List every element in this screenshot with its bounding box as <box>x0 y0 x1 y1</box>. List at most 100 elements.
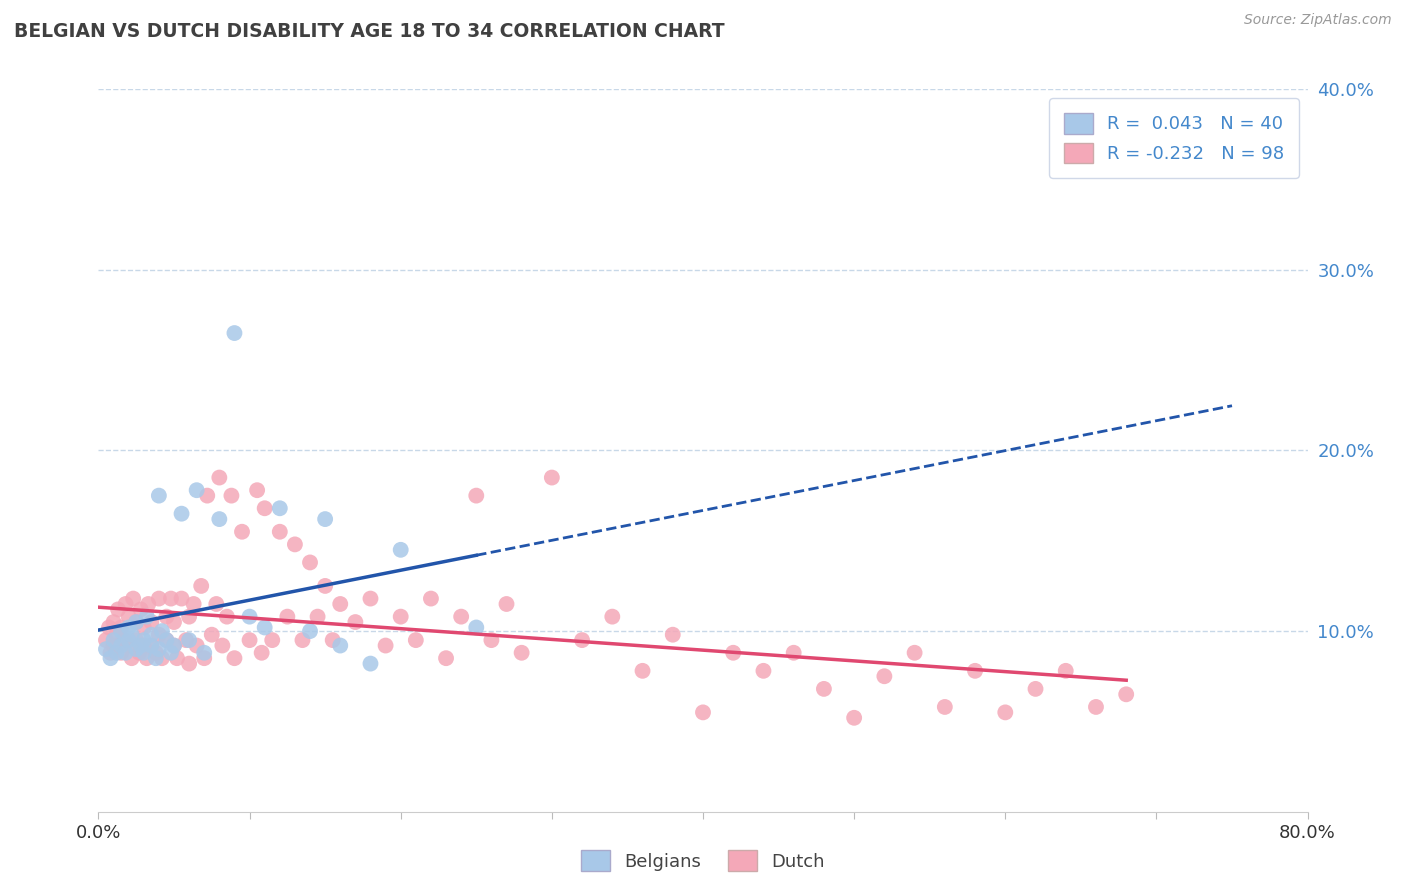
Point <box>246 483 269 498</box>
Point <box>873 669 896 683</box>
Point <box>250 646 273 660</box>
Point <box>934 700 956 714</box>
Point <box>329 639 352 653</box>
Point <box>211 639 233 653</box>
Point <box>360 591 382 606</box>
Point <box>344 615 367 629</box>
Point <box>465 489 488 503</box>
Point <box>1024 681 1046 696</box>
Point <box>121 651 143 665</box>
Point <box>360 657 382 671</box>
Point <box>160 591 183 606</box>
Point <box>121 628 143 642</box>
Point <box>179 609 201 624</box>
Point <box>221 489 243 503</box>
Point <box>174 633 197 648</box>
Point <box>118 633 141 648</box>
Point <box>752 664 775 678</box>
Point <box>150 651 173 665</box>
Point <box>132 633 155 648</box>
Point <box>155 633 177 648</box>
Point <box>571 633 593 648</box>
Point <box>145 651 167 665</box>
Point <box>322 633 344 648</box>
Point <box>1115 687 1137 701</box>
Point <box>1085 700 1108 714</box>
Point <box>110 646 132 660</box>
Point <box>141 639 163 653</box>
Point <box>148 489 170 503</box>
Point <box>631 664 654 678</box>
Point <box>118 620 141 634</box>
Point <box>112 633 135 648</box>
Point <box>692 706 714 720</box>
Point <box>284 537 307 551</box>
Point <box>132 646 155 660</box>
Point <box>132 639 155 653</box>
Point <box>434 651 457 665</box>
Point <box>186 639 208 653</box>
Point <box>195 489 218 503</box>
Point <box>389 609 412 624</box>
Point <box>276 609 298 624</box>
Point <box>239 633 262 648</box>
Point <box>661 628 683 642</box>
Point <box>125 615 148 629</box>
Point <box>291 633 314 648</box>
Point <box>141 628 163 642</box>
Point <box>148 642 170 657</box>
Point <box>208 470 231 484</box>
Point <box>100 646 122 660</box>
Point <box>179 633 201 648</box>
Point <box>105 646 128 660</box>
Point <box>314 579 336 593</box>
Point <box>145 646 167 660</box>
Point <box>465 620 488 634</box>
Point <box>155 633 177 648</box>
Point <box>94 642 117 657</box>
Point <box>269 501 291 516</box>
Point <box>374 639 396 653</box>
Point <box>994 706 1017 720</box>
Point <box>602 609 624 624</box>
Point <box>170 507 193 521</box>
Legend: Belgians, Dutch: Belgians, Dutch <box>574 843 832 879</box>
Point <box>540 470 562 484</box>
Point <box>299 556 322 570</box>
Point <box>205 597 228 611</box>
Point <box>148 591 170 606</box>
Point <box>329 597 352 611</box>
Point <box>125 633 148 648</box>
Point <box>224 326 246 340</box>
Point <box>163 639 186 653</box>
Point <box>110 639 132 653</box>
Point <box>208 512 231 526</box>
Point <box>253 501 276 516</box>
Point <box>110 620 132 634</box>
Point <box>122 591 145 606</box>
Point <box>166 651 188 665</box>
Point <box>163 615 186 629</box>
Point <box>128 646 150 660</box>
Point <box>723 646 745 660</box>
Point <box>114 597 136 611</box>
Point <box>186 483 208 498</box>
Point <box>163 639 186 653</box>
Point <box>481 633 503 648</box>
Point <box>94 633 117 648</box>
Point <box>129 602 152 616</box>
Point <box>420 591 443 606</box>
Point <box>269 524 291 539</box>
Point <box>844 711 866 725</box>
Point <box>314 512 336 526</box>
Point <box>239 609 262 624</box>
Point <box>125 642 148 657</box>
Point <box>125 615 148 629</box>
Point <box>179 657 201 671</box>
Point <box>1054 664 1077 678</box>
Point <box>103 615 125 629</box>
Point <box>148 628 170 642</box>
Point <box>183 597 205 611</box>
Point <box>107 602 129 616</box>
Point <box>110 624 132 639</box>
